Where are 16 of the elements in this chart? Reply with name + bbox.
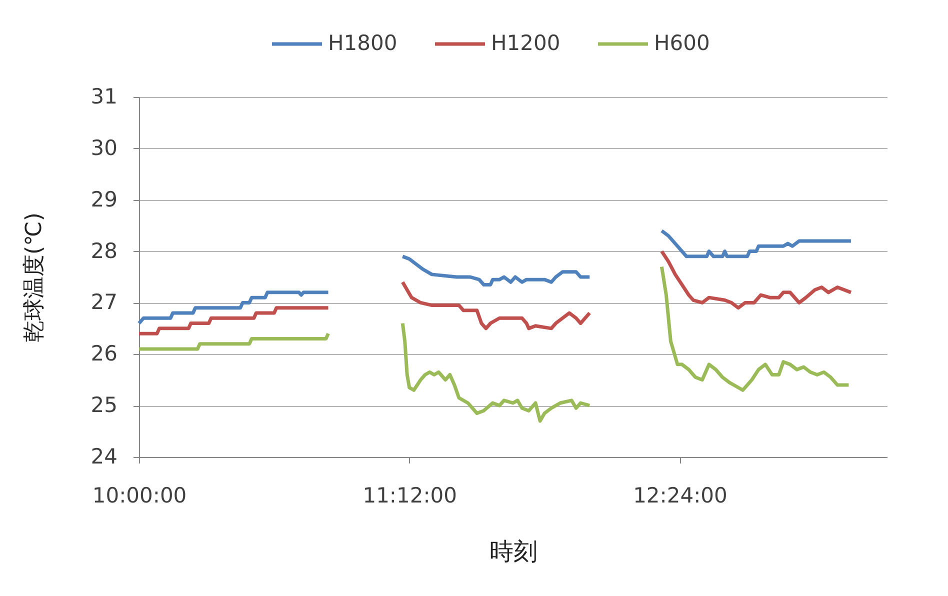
y-tick-label: 28 bbox=[90, 238, 118, 263]
legend-label: H1200 bbox=[491, 31, 560, 55]
x-tick-label: 10:00:00 bbox=[92, 484, 187, 508]
y-tick-label: 30 bbox=[90, 136, 118, 160]
y-tick-label: 24 bbox=[90, 444, 118, 468]
x-tick-label: 12:24:00 bbox=[633, 484, 728, 508]
y-tick-label: 25 bbox=[90, 393, 118, 418]
y-axis-title: 乾球温度(℃) bbox=[22, 212, 47, 342]
x-axis-title: 時刻 bbox=[490, 538, 538, 566]
y-tick-label: 31 bbox=[90, 84, 118, 108]
y-tick-label: 26 bbox=[90, 342, 118, 366]
legend-label: H1800 bbox=[328, 31, 398, 55]
y-tick-label: 29 bbox=[90, 187, 118, 212]
y-tick-label: 27 bbox=[90, 290, 118, 314]
legend-label: H600 bbox=[654, 31, 710, 55]
x-tick-label: 11:12:00 bbox=[362, 484, 458, 508]
